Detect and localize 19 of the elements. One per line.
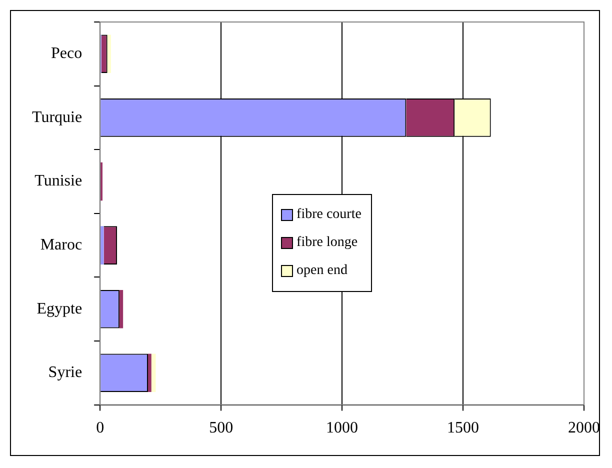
bar <box>148 354 152 392</box>
y-tick-label: Tunisie <box>34 172 82 190</box>
y-tick-label: Peco <box>50 45 82 62</box>
y-tick-label: Syrie <box>48 364 82 382</box>
x-tick-label: 1500 <box>447 420 480 437</box>
bar <box>107 34 111 74</box>
x-tick-label: 500 <box>209 420 234 437</box>
x-tick-label: 0 <box>96 420 104 437</box>
y-tick-label: Turquie <box>32 108 82 126</box>
legend-label: open end <box>296 262 348 280</box>
bar <box>151 354 156 392</box>
bar <box>100 226 104 264</box>
y-tick-label: Maroc <box>40 236 82 254</box>
x-tick-label: 2000 <box>568 420 600 437</box>
bar <box>119 290 124 328</box>
y-tick-label: Egypte <box>36 300 82 318</box>
legend-label: fibre longe <box>296 234 359 252</box>
x-tick-label: 1000 <box>326 420 358 437</box>
legend-label: fibre courte <box>296 206 362 224</box>
